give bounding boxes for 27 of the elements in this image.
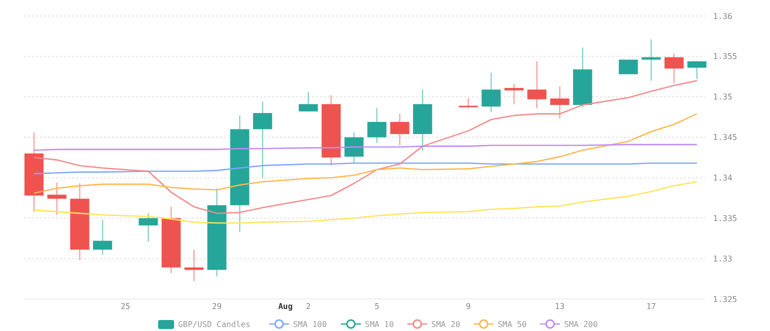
x-tick-label: 13 [554, 302, 565, 311]
line-series [33, 162, 698, 174]
x-tick-label: 9 [466, 302, 471, 311]
y-tick-label: 1.325 [713, 294, 738, 304]
y-tick-label: 1.35 [713, 92, 732, 102]
y-tick-label: 1.34 [713, 174, 732, 183]
line-series [33, 80, 698, 214]
y-tick-label: 1.33 [713, 254, 732, 264]
line-series [33, 181, 698, 224]
legend-label: GBP/USD Candles [178, 320, 251, 329]
line-series [33, 113, 698, 194]
legend-label: SMA 10 [364, 320, 394, 329]
legend-label: SMA 50 [498, 320, 527, 329]
y-tick-label: 1.36 [713, 12, 732, 21]
y-tick-label: 1.355 [713, 52, 738, 62]
legend-label: SMA 200 [564, 320, 598, 329]
legend-label: SMA 20 [431, 320, 460, 329]
x-tick-label: 2 [306, 302, 311, 311]
candlestick [618, 59, 638, 75]
x-tick-label: 5 [374, 302, 380, 311]
y-tick-label: 1.345 [713, 133, 738, 142]
x-tick-label: Aug [278, 302, 293, 311]
x-tick-label: 17 [646, 302, 656, 311]
x-tick-label: 29 [212, 302, 222, 311]
y-tick-label: 1.335 [713, 214, 738, 223]
legend-label: SMA 100 [293, 320, 327, 329]
x-tick-label: 25 [120, 302, 130, 311]
